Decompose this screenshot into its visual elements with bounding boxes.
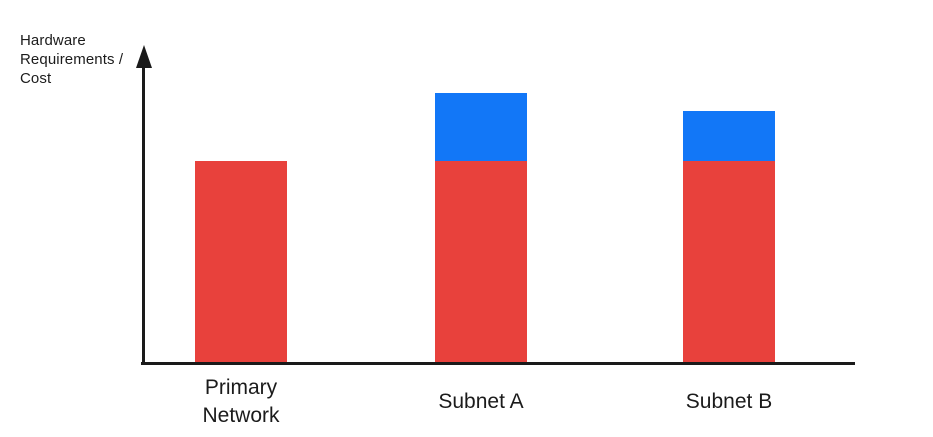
category-label-primary-network: Primary Network [166, 371, 316, 433]
category-label-text: Primary Network [202, 376, 280, 427]
category-label-text: Subnet A [438, 390, 524, 413]
category-label-subnet-b: Subnet B [654, 371, 804, 433]
bar-segment-additional-hardware-cost [683, 110, 775, 161]
y-axis-arrowhead-icon [136, 45, 152, 68]
bar-segment-base-hardware-cost [683, 161, 775, 362]
bar-segment-base-hardware-cost [195, 161, 287, 362]
bar-segment-additional-hardware-cost [435, 92, 527, 161]
x-axis-line [141, 362, 855, 365]
y-axis-label: Hardware Requirements / Cost [20, 32, 124, 87]
y-axis-line [142, 58, 145, 364]
category-label-text: Subnet B [685, 390, 773, 413]
bar-segment-base-hardware-cost [435, 161, 527, 362]
category-label-subnet-a: Subnet A [406, 371, 556, 433]
